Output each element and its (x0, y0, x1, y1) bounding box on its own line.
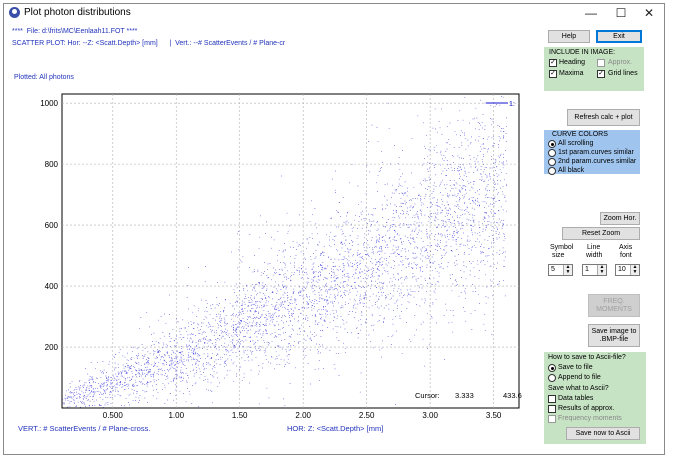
y-tick-label: 1000 (40, 99, 58, 108)
frequency-moments-checkbox[interactable] (548, 415, 556, 423)
maxima-checkbox[interactable]: ✓ (549, 70, 557, 78)
symbol-size-label-2: size (552, 252, 565, 259)
symbol-size-value: 5 (551, 266, 555, 273)
refresh-button[interactable]: Refresh calc + plot (567, 109, 640, 126)
data-tables-label: Data tables (558, 395, 594, 402)
all-scrolling-radio[interactable] (548, 140, 556, 148)
save-to-file-label: Save to file (558, 364, 593, 371)
axis-font-label-2: font (620, 252, 632, 259)
symbol-size-label-1: Symbol (550, 244, 574, 251)
second-param-label: 2nd param.curves similar (558, 158, 637, 165)
y-tick-label: 800 (45, 160, 59, 169)
data-points (62, 96, 507, 408)
data-tables-checkbox[interactable] (548, 395, 556, 403)
x-tick-label: 1.50 (232, 411, 248, 420)
title-bar: Plot photon distributions — ☐ ✕ (4, 4, 664, 22)
scatter-info: SCATTER PLOT: Hor: --Z: <Scatt.Depth> [m… (12, 40, 286, 47)
minimize-button[interactable]: — (585, 6, 597, 20)
exit-button[interactable]: Exit (596, 30, 642, 43)
plot-area: **** File: d:\frits\MC\Eenlaah11.FOT ***… (4, 22, 540, 454)
file-info: **** File: d:\frits\MC\Eenlaah11.FOT ***… (12, 28, 138, 35)
maxima-label: Maxima (559, 70, 584, 77)
y-tick-label: 400 (45, 282, 59, 291)
y-tick-labels: 200 400 600 800 1000 (40, 99, 58, 352)
help-button[interactable]: Help (548, 30, 590, 43)
x-tick-label: 2.50 (359, 411, 375, 420)
freq-moments-button[interactable]: FREQ. MOMENTS (588, 294, 640, 317)
zoom-hor-button[interactable]: Zoom Hor. (600, 212, 640, 225)
x-tick-label: 0.500 (103, 411, 124, 420)
second-param-radio[interactable] (548, 158, 556, 166)
spin-arrows-icon[interactable]: ▲ ▼ (630, 265, 639, 275)
window-title: Plot photon distributions (24, 7, 131, 18)
x-tick-label: 3.50 (486, 411, 502, 420)
append-to-file-radio[interactable] (548, 374, 556, 382)
axis-font-stepper[interactable]: 10 ▲ ▼ (615, 264, 640, 276)
frequency-moments-label: Frequency moments (558, 415, 622, 422)
include-title: INCLUDE IN IMAGE: (549, 49, 616, 56)
cursor-label: Cursor: (415, 391, 440, 400)
all-black-label: All black (558, 167, 585, 174)
approx-checkbox[interactable] (597, 59, 605, 67)
freq-moments-label-2: MOMENTS (596, 305, 632, 313)
cursor-y: 433.6 (503, 391, 522, 400)
line-width-label-1: Line (587, 244, 601, 251)
legend-label: 1: (509, 101, 515, 108)
save-what-label: Save what to Ascii? (548, 385, 609, 392)
all-scrolling-label: All scrolling (558, 140, 594, 147)
app-icon (9, 7, 20, 18)
spin-arrows-icon[interactable]: ▲ ▼ (597, 265, 606, 275)
cursor-x: 3.333 (455, 391, 474, 400)
x-tick-label: 3.00 (422, 411, 438, 420)
scatter-plot[interactable]: 200 400 600 800 1000 0.500 1.00 1.50 2.00 2.50 3.… (4, 22, 540, 454)
close-button[interactable]: ✕ (643, 6, 655, 20)
x-tick-label: 2.00 (295, 411, 311, 420)
append-to-file-label: Append to file (558, 374, 601, 381)
save-now-button[interactable]: Save now to Ascii (566, 427, 640, 440)
results-approx-checkbox[interactable] (548, 405, 556, 413)
save-image-button[interactable]: Save image to .BMP-file (588, 324, 640, 347)
ascii-save-group: How to save to Ascii-file? Save to file … (544, 352, 646, 444)
spin-arrows-icon[interactable]: ▲ ▼ (563, 265, 572, 275)
axis-font-value: 10 (618, 266, 626, 273)
freq-moments-label-1: FREQ. (603, 297, 625, 305)
how-to-save-label: How to save to Ascii-file? (548, 354, 626, 361)
include-in-image-group: INCLUDE IN IMAGE: ✓ Heading Approx. ✓ Ma… (544, 47, 644, 91)
curve-colors-title: CURVE COLORS (552, 131, 608, 138)
reset-zoom-button[interactable]: Reset Zoom (562, 227, 640, 240)
symbol-size-stepper[interactable]: 5 ▲ ▼ (548, 264, 573, 276)
first-param-radio[interactable] (548, 149, 556, 157)
line-width-label-2: width (586, 252, 603, 259)
x-tick-labels: 0.500 1.00 1.50 2.00 2.50 3.00 3.50 (103, 411, 502, 420)
heading-checkbox[interactable]: ✓ (549, 59, 557, 67)
y-tick-label: 200 (45, 343, 59, 352)
first-param-label: 1st param.curves similar (558, 149, 634, 156)
all-black-radio[interactable] (548, 167, 556, 175)
save-image-label-1: Save image to (591, 327, 637, 335)
save-image-label-2: .BMP-file (599, 335, 629, 343)
x-tick-label: 1.00 (168, 411, 184, 420)
y-tick-label: 600 (45, 221, 59, 230)
line-width-value: 1 (585, 266, 589, 273)
line-width-stepper[interactable]: 1 ▲ ▼ (582, 264, 607, 276)
approx-label: Approx. (608, 59, 633, 66)
results-approx-label: Results of approx. (558, 405, 615, 412)
maximize-button[interactable]: ☐ (615, 6, 627, 20)
curve-colors-group: CURVE COLORS All scrolling 1st param.cur… (544, 130, 640, 175)
control-panel: Help Exit INCLUDE IN IMAGE: ✓ Heading Ap… (540, 22, 664, 454)
grid-lines-label: Grid lines (608, 70, 638, 77)
plot-frame (61, 93, 520, 409)
axis-font-label-1: Axis (619, 244, 633, 251)
vertical-axis-label: VERT.: # ScatterEvents / # Plane-cross. (18, 424, 151, 433)
plotted-info: Plotted: All photons (14, 74, 74, 81)
save-to-file-radio[interactable] (548, 364, 556, 372)
horizontal-axis-label: HOR: Z: <Scatt.Depth> [mm] (287, 424, 384, 433)
scatter-points (62, 96, 507, 408)
heading-label: Heading (559, 59, 586, 66)
grid-lines-checkbox[interactable]: ✓ (597, 70, 605, 78)
